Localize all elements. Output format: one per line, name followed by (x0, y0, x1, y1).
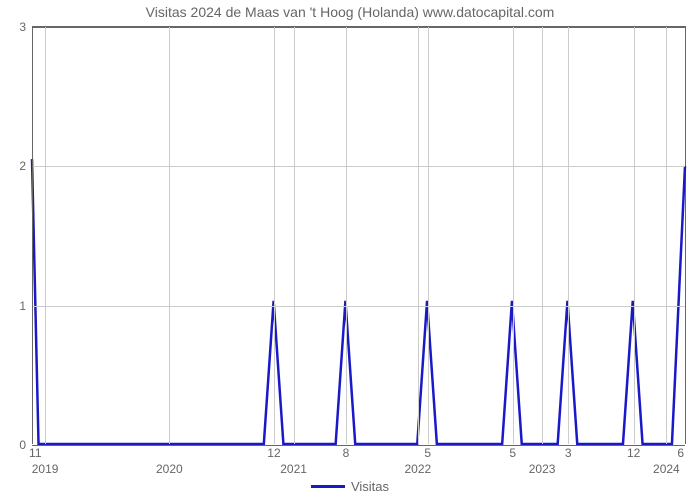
gridline-h (32, 306, 685, 307)
xtick-peak-label: 6 (677, 444, 684, 460)
ytick-label: 3 (19, 20, 32, 34)
plot-area: 012320192020202120222023202411128553126 (32, 26, 686, 444)
axis-left (32, 27, 33, 444)
xtick-year-label: 2020 (156, 444, 183, 476)
xtick-year-label: 2023 (529, 444, 556, 476)
xtick-peak-label: 5 (509, 444, 516, 460)
gridline-h (32, 27, 685, 28)
gridline-v (169, 27, 170, 444)
gridline-v-peak (274, 27, 275, 444)
chart-title: Visitas 2024 de Maas van 't Hoog (Holand… (0, 4, 700, 20)
gridline-v-peak (568, 27, 569, 444)
gridline-v-peak (513, 27, 514, 444)
legend-swatch (311, 485, 345, 488)
gridline-v (666, 27, 667, 444)
gridline-v (542, 27, 543, 444)
xtick-peak-label: 8 (343, 444, 350, 460)
gridline-v (418, 27, 419, 444)
xtick-year-label: 2024 (653, 444, 680, 476)
legend-item-visitas: Visitas (311, 479, 389, 494)
gridline-v-peak (346, 27, 347, 444)
gridline-v-peak (428, 27, 429, 444)
ytick-label: 1 (19, 299, 32, 313)
gridline-v-peak (634, 27, 635, 444)
xtick-peak-label: 12 (267, 444, 280, 460)
legend-label: Visitas (351, 479, 389, 494)
xtick-peak-label: 11 (29, 444, 41, 460)
line-series (32, 27, 685, 444)
xtick-peak-label: 5 (424, 444, 431, 460)
xtick-peak-label: 12 (627, 444, 640, 460)
series-line-visitas (32, 159, 685, 444)
gridline-h (32, 445, 685, 446)
chart-container: { "chart": { "type": "line", "title": "V… (0, 0, 700, 500)
xtick-year-label: 2021 (280, 444, 307, 476)
ytick-label: 2 (19, 159, 32, 173)
legend: Visitas (0, 476, 700, 494)
gridline-v (294, 27, 295, 444)
xtick-peak-label: 3 (565, 444, 572, 460)
gridline-v (45, 27, 46, 444)
gridline-h (32, 166, 685, 167)
